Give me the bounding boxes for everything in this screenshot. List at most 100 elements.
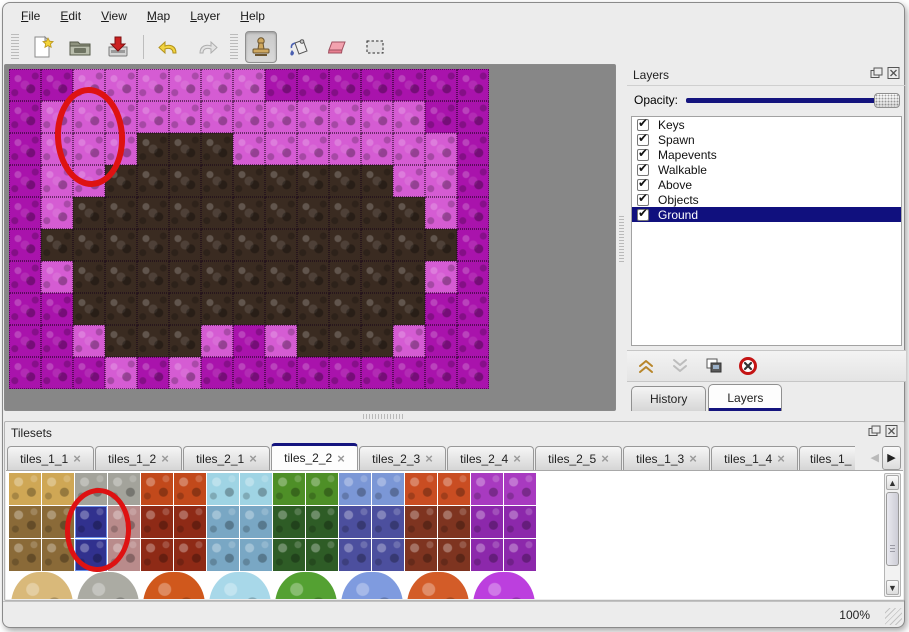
map-tile[interactable] [233, 165, 265, 197]
layer-visibility-checkbox[interactable]: ✔ [637, 175, 649, 191]
map-tile[interactable] [265, 325, 297, 357]
map-tile[interactable] [201, 101, 233, 133]
map-tile[interactable] [425, 357, 457, 389]
map-tile[interactable] [105, 357, 137, 389]
tileset-scrollbar[interactable]: ▲ ▼ [884, 473, 901, 597]
tileset-tile[interactable] [473, 572, 535, 599]
map-tile[interactable] [329, 133, 361, 165]
tileset-tile[interactable] [77, 572, 139, 599]
detach-icon[interactable] [870, 67, 883, 79]
map-tile[interactable] [137, 101, 169, 133]
redo-button[interactable] [191, 31, 223, 63]
tab-close-icon[interactable]: × [249, 451, 257, 466]
tileset-tile[interactable] [306, 506, 338, 538]
map-tile[interactable] [41, 293, 73, 325]
tileset-tile[interactable] [141, 473, 173, 505]
close-icon[interactable] [885, 425, 898, 437]
map-tile[interactable] [297, 229, 329, 261]
tileset-tile[interactable] [438, 539, 470, 571]
map-tile[interactable] [425, 69, 457, 101]
layer-row-keys[interactable]: ✔ Keys [632, 117, 901, 132]
fill-tool-button[interactable] [283, 31, 315, 63]
tileset-tile[interactable] [174, 506, 206, 538]
tileset-tile[interactable] [240, 539, 272, 571]
map-tile[interactable] [41, 229, 73, 261]
map-tile[interactable] [9, 261, 41, 293]
tab-close-icon[interactable]: × [777, 451, 785, 466]
map-tile[interactable] [329, 197, 361, 229]
tileset-tile-selected[interactable] [75, 539, 107, 571]
map-tile[interactable] [233, 69, 265, 101]
tab-close-icon[interactable]: × [689, 451, 697, 466]
tileset-tab-tiles_1_3[interactable]: tiles_1_3 × [623, 446, 710, 470]
tileset-tile[interactable] [42, 539, 74, 571]
tileset-tab-tiles_2_5[interactable]: tiles_2_5 × [535, 446, 622, 470]
tileset-tab-tiles_1_1[interactable]: tiles_1_1 × [7, 446, 94, 470]
map-tile[interactable] [169, 69, 201, 101]
tileset-tile[interactable] [339, 539, 371, 571]
map-tile[interactable] [201, 293, 233, 325]
tileset-tile[interactable] [108, 539, 140, 571]
tileset-tile[interactable] [207, 473, 239, 505]
map-tile[interactable] [329, 325, 361, 357]
map-tile[interactable] [361, 165, 393, 197]
menu-view[interactable]: View [101, 9, 127, 23]
dock-tab-layers[interactable]: Layers [708, 384, 783, 411]
map-tile[interactable] [9, 165, 41, 197]
horizontal-splitter[interactable] [3, 411, 904, 421]
map-tile[interactable] [201, 261, 233, 293]
close-icon[interactable] [887, 67, 900, 79]
tileset-tile[interactable] [174, 539, 206, 571]
map-tile[interactable] [425, 165, 457, 197]
tileset-tile[interactable] [504, 506, 536, 538]
layer-visibility-checkbox[interactable]: ✔ [637, 160, 649, 176]
map-tile[interactable] [361, 357, 393, 389]
tileset-tile[interactable] [372, 539, 404, 571]
tab-close-icon[interactable]: × [425, 451, 433, 466]
map-tile[interactable] [73, 357, 105, 389]
map-tile[interactable] [233, 325, 265, 357]
map-tile[interactable] [393, 197, 425, 229]
map-tile[interactable] [329, 357, 361, 389]
map-tile[interactable] [425, 261, 457, 293]
map-tile[interactable] [105, 165, 137, 197]
tileset-tile[interactable] [42, 506, 74, 538]
map-tile[interactable] [233, 197, 265, 229]
map-tile[interactable] [361, 261, 393, 293]
map-tile[interactable] [105, 261, 137, 293]
tileset-tab-tiles_2_4[interactable]: tiles_2_4 × [447, 446, 534, 470]
map-tile[interactable] [73, 133, 105, 165]
map-tile[interactable] [329, 165, 361, 197]
tileset-tile[interactable] [143, 572, 205, 599]
map-tile[interactable] [425, 229, 457, 261]
map-tile[interactable] [425, 101, 457, 133]
map-tile[interactable] [73, 261, 105, 293]
map-tile[interactable] [73, 325, 105, 357]
tileset-tile[interactable] [273, 506, 305, 538]
tileset-tile[interactable] [405, 506, 437, 538]
map-tile[interactable] [297, 357, 329, 389]
tileset-tile[interactable] [75, 473, 107, 505]
map-tile[interactable] [297, 197, 329, 229]
map-tile[interactable] [297, 69, 329, 101]
map-tile[interactable] [233, 293, 265, 325]
map-tile[interactable] [41, 197, 73, 229]
tileset-tile[interactable] [207, 539, 239, 571]
tileset-tab-tiles_2_1[interactable]: tiles_2_1 × [183, 446, 270, 470]
tileset-tile[interactable] [339, 473, 371, 505]
menu-map[interactable]: Map [146, 9, 171, 23]
tileset-tab-tiles_2_3[interactable]: tiles_2_3 × [359, 446, 446, 470]
map-tile[interactable] [297, 261, 329, 293]
map-tile[interactable] [393, 69, 425, 101]
map-tile[interactable] [169, 357, 201, 389]
map-tile[interactable] [169, 261, 201, 293]
map-tile[interactable] [201, 325, 233, 357]
map-tile[interactable] [73, 165, 105, 197]
scrollbar-thumb[interactable] [886, 492, 899, 566]
map-tile[interactable] [201, 69, 233, 101]
map-tile[interactable] [169, 165, 201, 197]
splitter-grip[interactable] [363, 414, 405, 419]
map-tile[interactable] [137, 229, 169, 261]
vertical-splitter[interactable] [616, 64, 627, 411]
tileset-tab-tiles_1_4[interactable]: tiles_1_4 × [711, 446, 798, 470]
